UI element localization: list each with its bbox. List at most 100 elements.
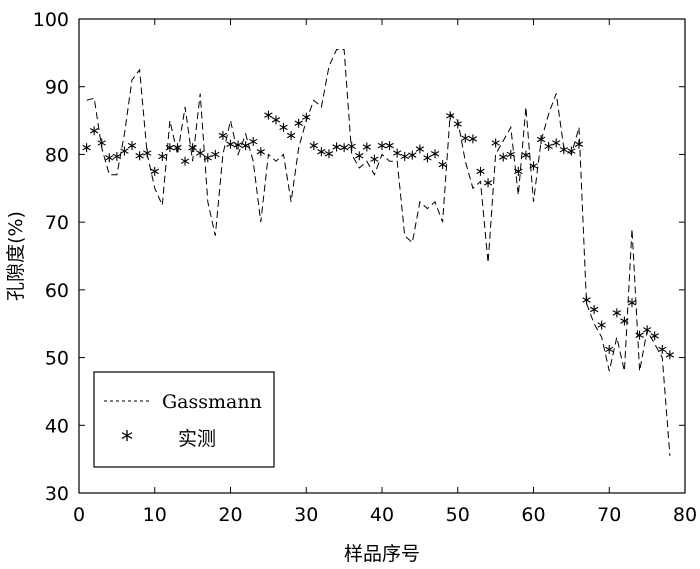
measured-point [483, 178, 493, 188]
measured-point [188, 143, 197, 153]
measured-point [317, 147, 326, 157]
measured-point [446, 111, 455, 121]
measured-point [158, 151, 167, 161]
measured-point [127, 141, 137, 151]
measured-point [559, 145, 568, 155]
measured-point [392, 148, 402, 158]
measured-point [650, 331, 659, 341]
measured-point [196, 148, 205, 158]
measured-point [552, 138, 561, 148]
measured-point [665, 350, 675, 360]
measured-point [521, 150, 531, 160]
measured-point [499, 152, 508, 162]
measured-point [589, 304, 599, 314]
measured-point [544, 141, 553, 151]
measured-point [385, 141, 394, 151]
measured-point [211, 149, 220, 159]
measured-point [286, 130, 296, 140]
legend-gassmann-label: Gassmann [162, 391, 262, 413]
measured-point [279, 122, 288, 132]
measured-point [135, 151, 144, 161]
axis-ticks [78, 18, 686, 494]
measured-point [294, 118, 303, 128]
y-tick-label: 30 [45, 483, 69, 505]
measured-point [112, 151, 122, 161]
measured-point [574, 139, 584, 149]
y-tick-label: 90 [45, 77, 69, 99]
measured-point [120, 146, 129, 156]
x-tick-label: 0 [73, 504, 85, 526]
x-tick-label: 80 [673, 504, 697, 526]
y-axis-label: 孔隙度(%) [5, 211, 27, 301]
measured-point [271, 115, 281, 125]
measured-point [567, 146, 576, 156]
measured-point [423, 153, 432, 163]
measured-point [165, 143, 175, 153]
measured-point [180, 156, 190, 166]
x-tick-label: 70 [597, 504, 621, 526]
measured-point [491, 138, 500, 148]
measured-point [627, 298, 637, 308]
measured-point [82, 143, 91, 153]
measured-point [218, 130, 228, 140]
measured-point [143, 148, 152, 158]
measured-point [612, 308, 621, 318]
measured-point [377, 141, 387, 151]
measured-point [658, 344, 667, 354]
measured-point [347, 141, 356, 151]
measured-point [233, 140, 243, 150]
measured-point [536, 135, 546, 145]
measured-point [256, 147, 265, 157]
measured-point [582, 295, 591, 305]
x-tick-label: 60 [521, 504, 545, 526]
measured-point [89, 126, 99, 136]
measured-point [264, 110, 273, 120]
y-tick-label: 70 [45, 212, 69, 234]
y-tick-label: 40 [45, 415, 69, 437]
measured-point [302, 112, 311, 122]
x-axis-label: 样品序号 [344, 543, 420, 565]
measured-point [105, 153, 114, 163]
x-tick-label: 40 [370, 504, 394, 526]
measured-point [408, 150, 417, 160]
y-tick-label: 50 [45, 348, 69, 370]
x-tick-label: 20 [218, 504, 242, 526]
measured-point [438, 160, 447, 170]
measured-point [150, 166, 159, 176]
legend-box [93, 371, 275, 468]
measured-point [362, 142, 372, 152]
measured-point [506, 149, 515, 159]
measured-point [97, 138, 106, 148]
measured-point [203, 153, 212, 163]
measured-point [400, 151, 409, 161]
x-tick-label: 10 [143, 504, 167, 526]
legend: Gassmann * 实测 [93, 371, 275, 468]
y-tick-label: 80 [45, 144, 69, 166]
legend-measured-label: 实测 [178, 428, 216, 450]
measured-point [605, 344, 614, 354]
measured-point [415, 144, 425, 154]
measured-point [249, 137, 258, 147]
x-tick-label: 30 [294, 504, 318, 526]
measured-point [529, 161, 538, 171]
measured-point [476, 166, 485, 176]
measured-series-markers [82, 110, 675, 360]
measured-point [309, 141, 318, 151]
measured-point [370, 154, 379, 164]
measured-point [635, 330, 644, 340]
measured-point [226, 139, 235, 149]
legend-measured-swatch: * [121, 426, 133, 454]
measured-point [468, 134, 478, 144]
measured-point [324, 149, 334, 159]
measured-point [597, 320, 606, 330]
axis-tick-labels: 0 10 20 30 40 50 60 70 80 30 40 50 60 70 80 90 100 [33, 9, 697, 526]
measured-point [461, 133, 470, 143]
gassmann-series-line [86, 49, 671, 456]
measured-point [514, 166, 523, 176]
y-tick-label: 60 [45, 280, 69, 302]
measured-point [642, 325, 652, 335]
measured-point [355, 151, 364, 161]
y-tick-label: 100 [33, 9, 69, 31]
measured-point [453, 119, 462, 129]
